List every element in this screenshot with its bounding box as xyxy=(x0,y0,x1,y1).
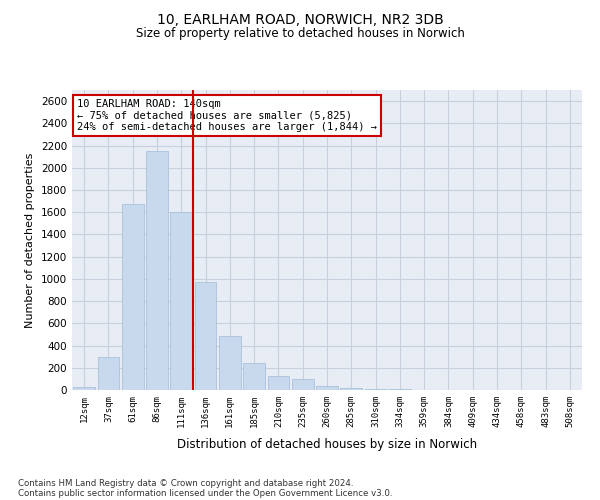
X-axis label: Distribution of detached houses by size in Norwich: Distribution of detached houses by size … xyxy=(177,438,477,451)
Text: Contains HM Land Registry data © Crown copyright and database right 2024.: Contains HM Land Registry data © Crown c… xyxy=(18,478,353,488)
Text: Size of property relative to detached houses in Norwich: Size of property relative to detached ho… xyxy=(136,28,464,40)
Bar xyxy=(316,386,338,390)
Bar xyxy=(292,379,314,390)
Bar xyxy=(340,388,362,390)
Bar xyxy=(97,356,119,390)
Text: 10, EARLHAM ROAD, NORWICH, NR2 3DB: 10, EARLHAM ROAD, NORWICH, NR2 3DB xyxy=(157,12,443,26)
Text: Contains public sector information licensed under the Open Government Licence v3: Contains public sector information licen… xyxy=(18,488,392,498)
Bar xyxy=(243,363,265,390)
Bar xyxy=(122,204,143,390)
Bar xyxy=(73,387,95,390)
Text: 10 EARLHAM ROAD: 140sqm
← 75% of detached houses are smaller (5,825)
24% of semi: 10 EARLHAM ROAD: 140sqm ← 75% of detache… xyxy=(77,99,377,132)
Bar xyxy=(268,376,289,390)
Bar xyxy=(365,389,386,390)
Bar xyxy=(146,151,168,390)
Bar xyxy=(194,282,217,390)
Bar xyxy=(170,212,192,390)
Bar xyxy=(219,336,241,390)
Y-axis label: Number of detached properties: Number of detached properties xyxy=(25,152,35,328)
